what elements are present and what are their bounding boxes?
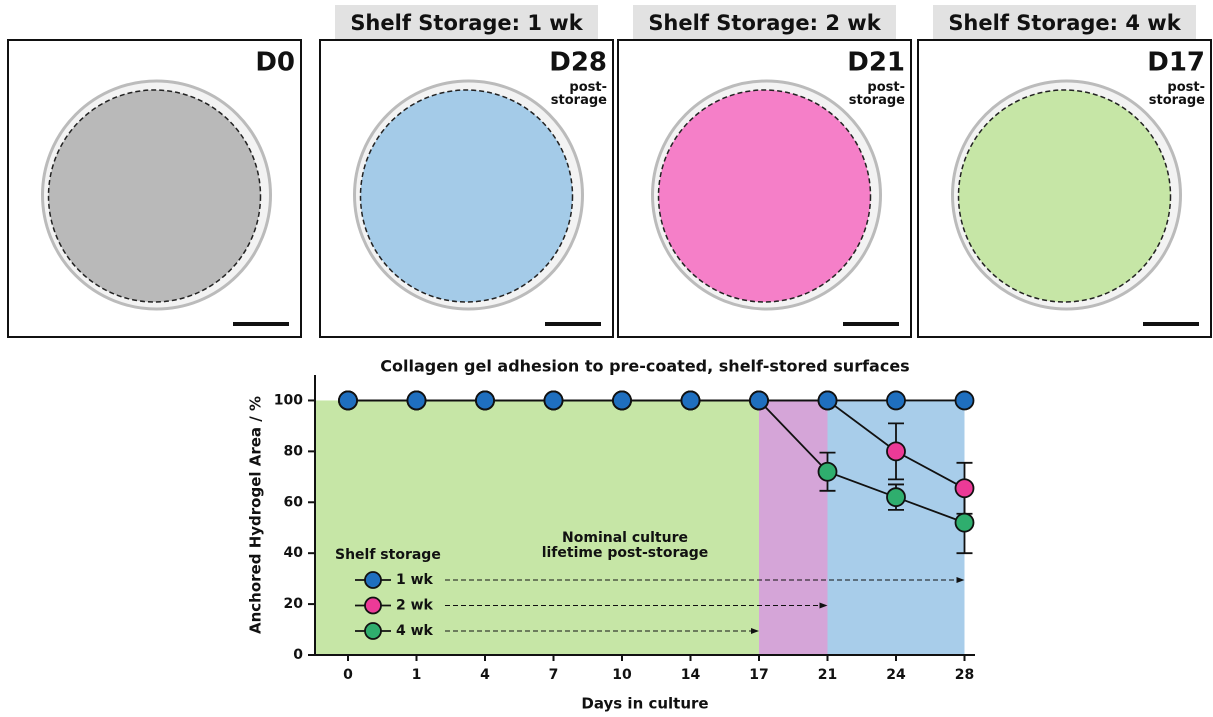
legend-label: 2 wk bbox=[396, 598, 434, 614]
hydrogel bbox=[361, 90, 573, 302]
x-tick-label: 0 bbox=[343, 667, 353, 683]
sublabel-line: storage bbox=[849, 93, 905, 108]
marker bbox=[956, 479, 974, 497]
y-tick-label: 100 bbox=[274, 392, 303, 408]
legend-title: Shelf storage bbox=[335, 547, 441, 563]
marker bbox=[956, 391, 974, 409]
panel-label: D17 bbox=[1147, 48, 1205, 78]
x-tick-label: 28 bbox=[955, 667, 974, 683]
panel-header: Shelf Storage: 2 wk bbox=[648, 11, 881, 35]
marker bbox=[956, 514, 974, 532]
hydrogel bbox=[49, 90, 261, 302]
panel-header: Shelf Storage: 4 wk bbox=[948, 11, 1181, 35]
annotation: lifetime post-storage bbox=[542, 545, 709, 561]
x-tick-label: 7 bbox=[549, 667, 559, 683]
marker bbox=[545, 391, 563, 409]
x-tick-label: 10 bbox=[612, 667, 632, 683]
marker bbox=[887, 488, 905, 506]
x-axis-title: Days in culture bbox=[581, 695, 708, 713]
hydrogel bbox=[659, 90, 871, 302]
x-tick-label: 24 bbox=[886, 667, 906, 683]
sublabel-line: storage bbox=[551, 93, 607, 108]
panel-label: D0 bbox=[255, 48, 295, 78]
legend-marker bbox=[365, 623, 381, 639]
figure: Collagen gel adhesion to pre-coated, she… bbox=[0, 0, 1213, 717]
annotation: Nominal culture bbox=[562, 530, 688, 546]
marker bbox=[408, 391, 426, 409]
x-tick-label: 4 bbox=[480, 667, 490, 683]
x-tick-label: 14 bbox=[681, 667, 701, 683]
legend-label: 4 wk bbox=[396, 623, 434, 639]
panel-label: D21 bbox=[847, 48, 905, 78]
x-tick-label: 1 bbox=[412, 667, 422, 683]
y-tick-label: 40 bbox=[284, 545, 304, 561]
marker bbox=[819, 391, 837, 409]
marker bbox=[339, 391, 357, 409]
marker bbox=[887, 442, 905, 460]
region bbox=[759, 400, 828, 655]
marker bbox=[476, 391, 494, 409]
y-tick-label: 60 bbox=[284, 494, 304, 510]
y-tick-label: 20 bbox=[284, 596, 304, 612]
y-tick-label: 0 bbox=[293, 647, 303, 663]
region bbox=[315, 400, 759, 655]
x-tick-label: 17 bbox=[749, 667, 768, 683]
marker bbox=[819, 463, 837, 481]
hydrogel bbox=[959, 90, 1171, 302]
marker bbox=[613, 391, 631, 409]
legend-marker bbox=[365, 598, 381, 614]
marker bbox=[750, 391, 768, 409]
y-axis-title: Anchored Hydrogel Area / % bbox=[247, 396, 265, 634]
sublabel-line: storage bbox=[1149, 93, 1205, 108]
x-tick-label: 21 bbox=[818, 667, 837, 683]
panel-header: Shelf Storage: 1 wk bbox=[350, 11, 583, 35]
legend-label: 1 wk bbox=[396, 572, 434, 588]
y-tick-label: 80 bbox=[284, 443, 304, 459]
legend-marker bbox=[365, 572, 381, 588]
marker bbox=[887, 391, 905, 409]
chart-title: Collagen gel adhesion to pre-coated, she… bbox=[380, 357, 909, 376]
panel-label: D28 bbox=[549, 48, 607, 78]
marker bbox=[682, 391, 700, 409]
